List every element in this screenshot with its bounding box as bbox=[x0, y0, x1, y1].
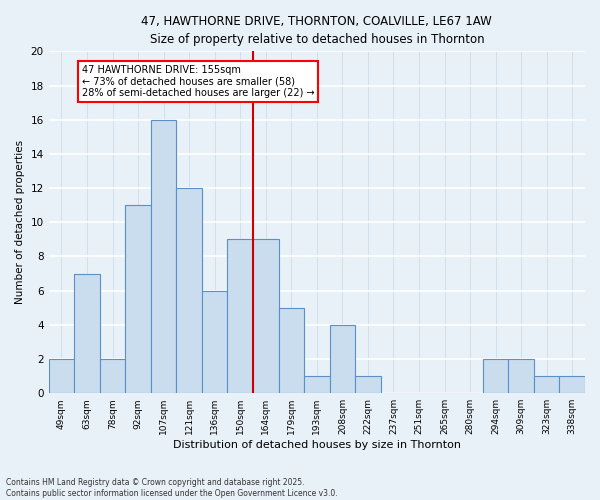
Y-axis label: Number of detached properties: Number of detached properties bbox=[15, 140, 25, 304]
Bar bbox=[559, 376, 585, 393]
Bar bbox=[534, 376, 559, 393]
Bar bbox=[202, 290, 227, 393]
Bar bbox=[278, 308, 304, 393]
Title: 47, HAWTHORNE DRIVE, THORNTON, COALVILLE, LE67 1AW
Size of property relative to : 47, HAWTHORNE DRIVE, THORNTON, COALVILLE… bbox=[142, 15, 492, 46]
Bar bbox=[227, 240, 253, 393]
Bar bbox=[329, 325, 355, 393]
Bar bbox=[483, 359, 508, 393]
Bar bbox=[176, 188, 202, 393]
Bar bbox=[151, 120, 176, 393]
Bar bbox=[49, 359, 74, 393]
Text: Contains HM Land Registry data © Crown copyright and database right 2025.
Contai: Contains HM Land Registry data © Crown c… bbox=[6, 478, 338, 498]
Bar bbox=[100, 359, 125, 393]
Bar bbox=[74, 274, 100, 393]
Bar bbox=[355, 376, 380, 393]
Bar bbox=[125, 205, 151, 393]
Text: 47 HAWTHORNE DRIVE: 155sqm
← 73% of detached houses are smaller (58)
28% of semi: 47 HAWTHORNE DRIVE: 155sqm ← 73% of deta… bbox=[82, 65, 314, 98]
Bar bbox=[304, 376, 329, 393]
X-axis label: Distribution of detached houses by size in Thornton: Distribution of detached houses by size … bbox=[173, 440, 461, 450]
Bar bbox=[253, 240, 278, 393]
Bar bbox=[508, 359, 534, 393]
